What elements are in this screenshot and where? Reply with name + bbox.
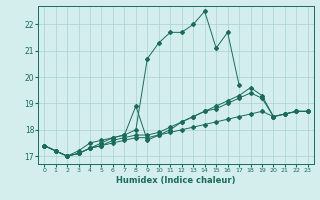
X-axis label: Humidex (Indice chaleur): Humidex (Indice chaleur) bbox=[116, 176, 236, 185]
